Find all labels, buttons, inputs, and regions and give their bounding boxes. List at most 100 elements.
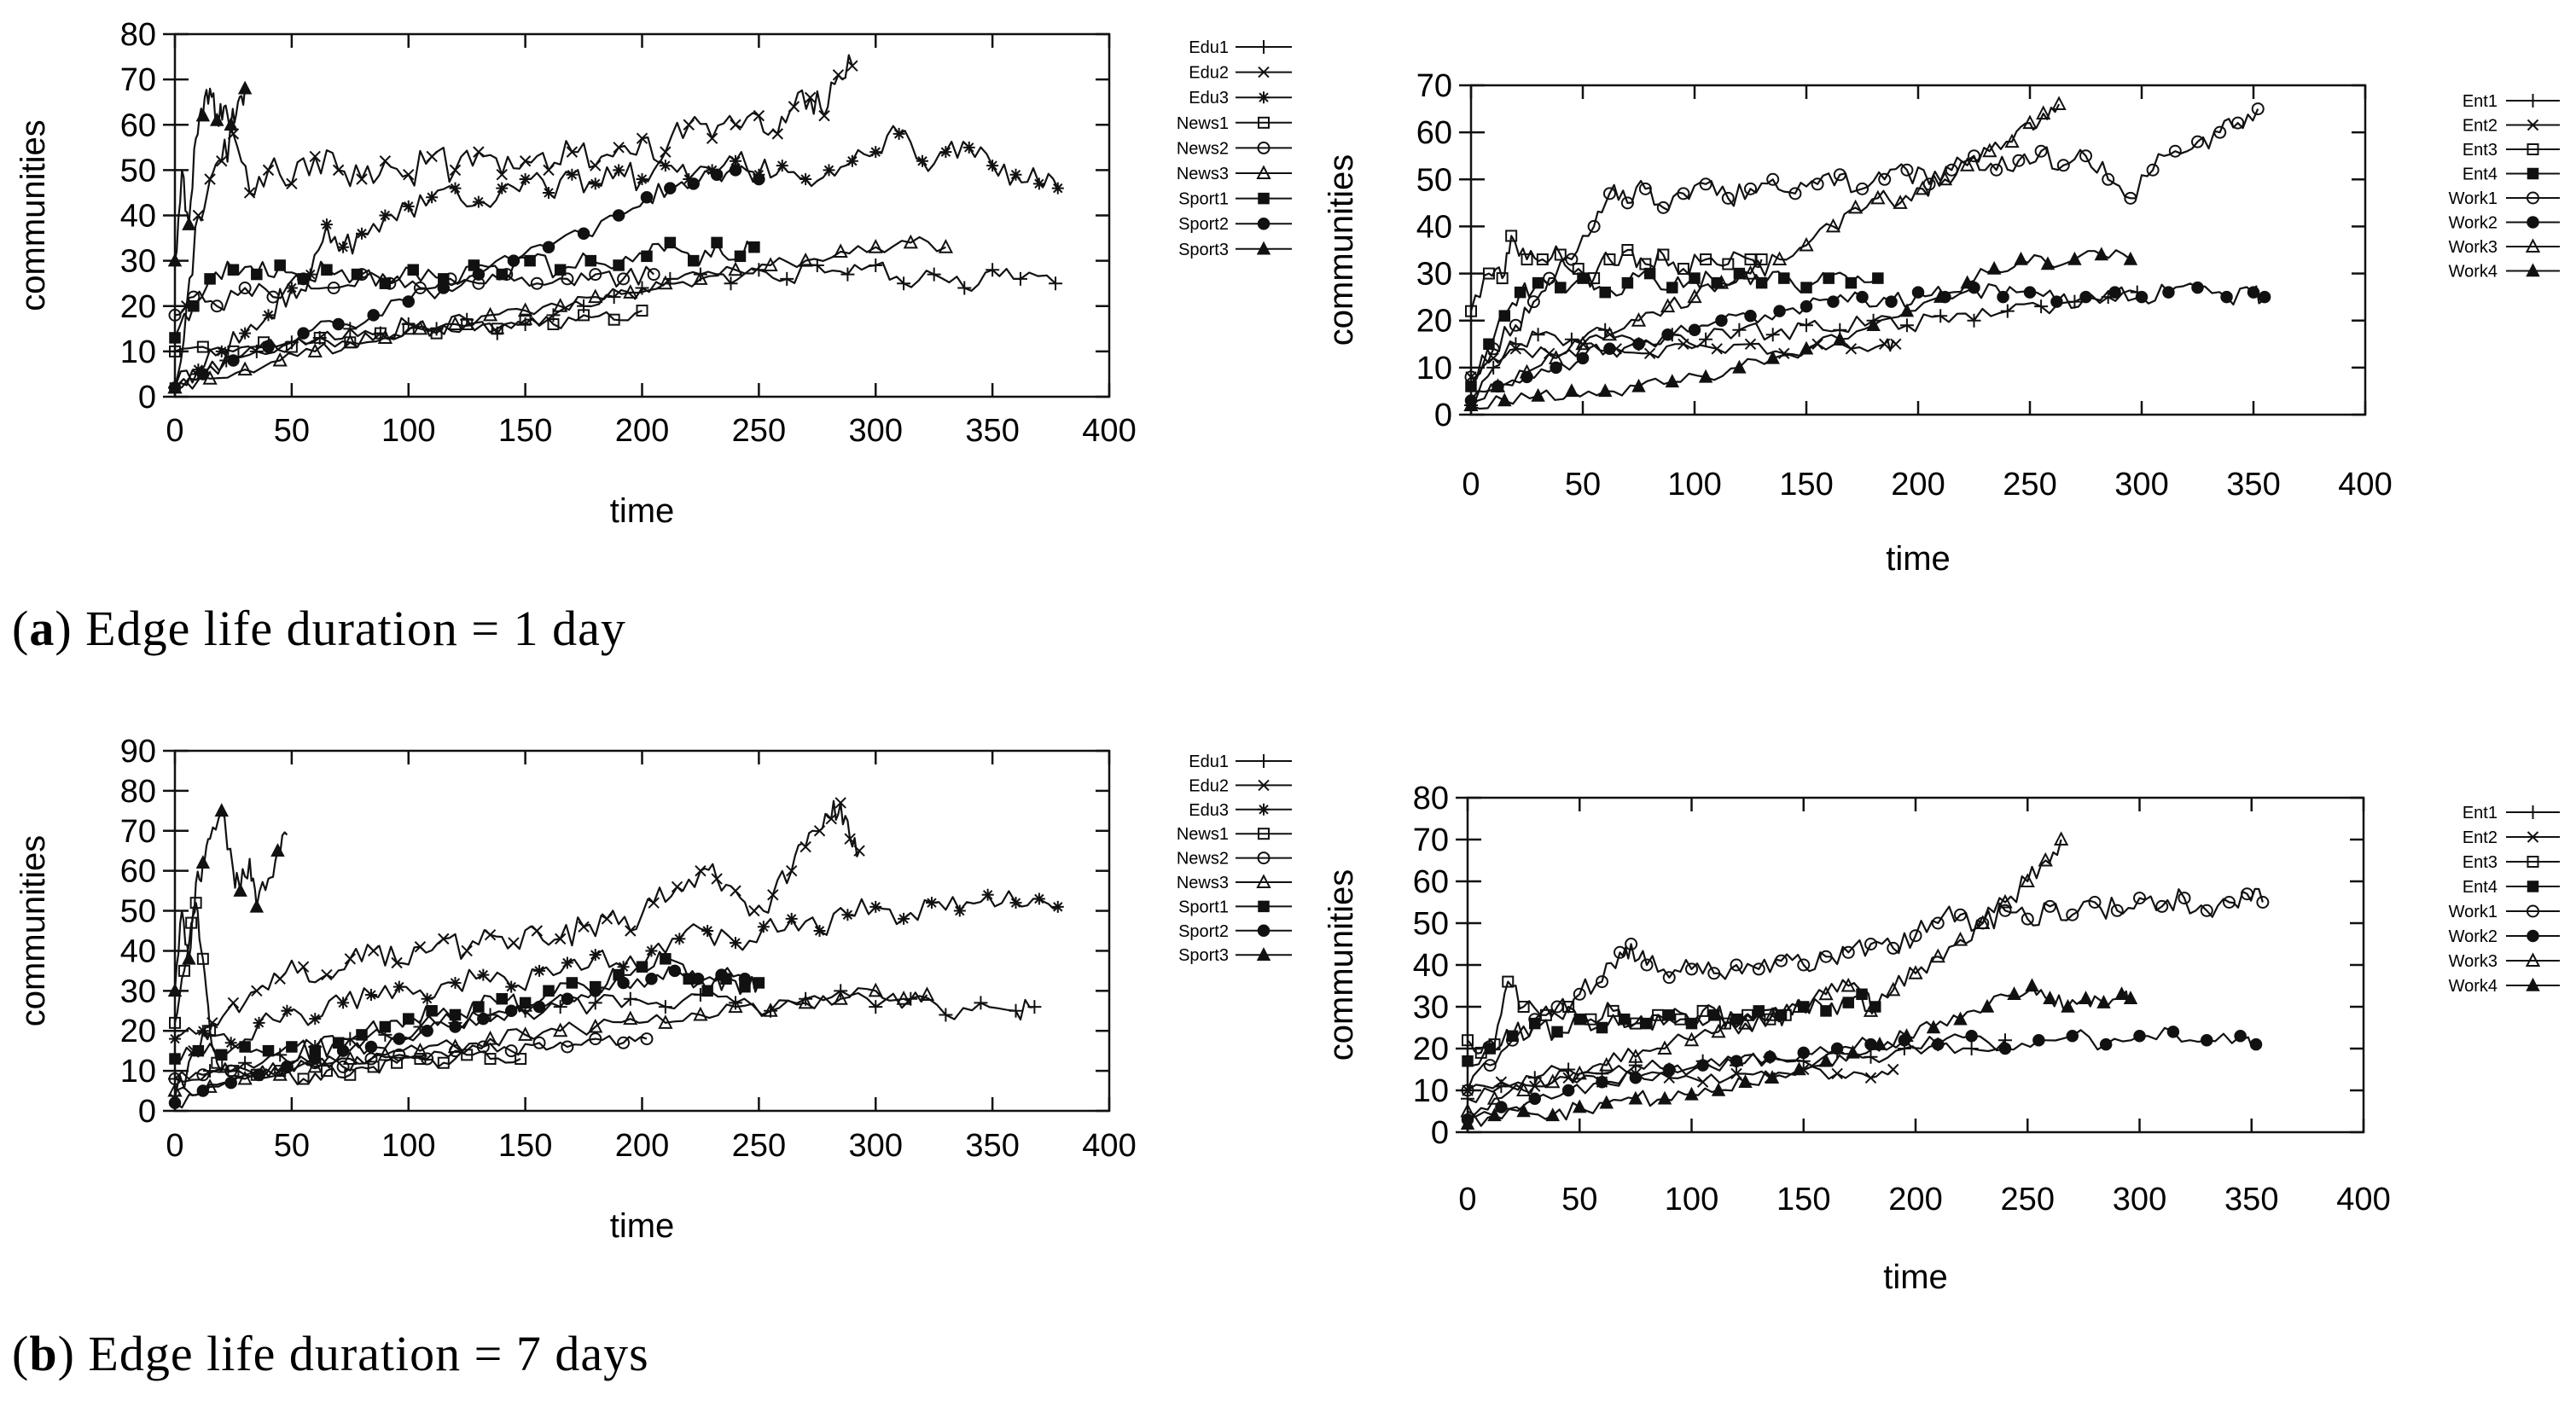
axis-ticks: 0 50 100 150 200 250 300 350 400 0 10 20 30 40 50 60 70 8… <box>120 17 1137 449</box>
legend-item-Ent3: Ent3 <box>2463 853 2560 872</box>
Edu3-marker <box>364 989 377 1002</box>
Ent4-marker <box>1532 276 1544 289</box>
Sport1-marker <box>216 1049 228 1061</box>
Work2-marker <box>2023 286 2037 299</box>
legend-item-Work3: Work3 <box>2449 952 2560 971</box>
Edu2-marker <box>771 128 783 140</box>
News3-marker <box>482 306 498 322</box>
Sport3-legend-marker <box>1256 947 1271 961</box>
News3-marker <box>896 991 911 1005</box>
legend-item-News2: News2 <box>1177 139 1292 158</box>
Edu3-marker <box>800 173 812 185</box>
Edu3-marker <box>169 1032 181 1045</box>
Ent3-marker <box>1536 253 1549 266</box>
Edu2-marker <box>391 956 403 969</box>
Edu3-marker <box>981 888 994 901</box>
News3-marker <box>553 1022 568 1037</box>
Ent3-marker <box>1465 305 1477 317</box>
series-Edu3 <box>169 125 1064 394</box>
Work2-marker <box>1696 1059 1709 1072</box>
Work4-marker <box>1872 1036 1887 1050</box>
Work2-marker <box>2032 1033 2045 1047</box>
Work1-marker <box>2251 102 2265 116</box>
Ent2-marker <box>1643 347 1656 360</box>
Work2-marker <box>1856 290 1869 304</box>
legend-item-Work2: Work2 <box>2449 927 2560 946</box>
Sport2-marker <box>332 317 345 331</box>
Edu2-marker <box>274 973 286 985</box>
Ent1-marker <box>1628 1058 1643 1072</box>
caption-b-text: ) Edge life duration = 7 days <box>57 1326 649 1381</box>
y-tick-label: 60 <box>120 854 156 890</box>
Work2-marker <box>1885 295 1898 308</box>
Work4-marker <box>1866 317 1881 331</box>
x-tick-label: 0 <box>166 1128 183 1164</box>
legend-label: Edu3 <box>1189 89 1229 108</box>
x-tick-label: 0 <box>1462 467 1480 503</box>
Ent2-marker <box>1495 1076 1508 1088</box>
Sport1-marker <box>701 985 713 997</box>
Ent3-marker <box>1517 1001 1530 1013</box>
Work2-marker <box>2220 290 2233 304</box>
legend-label: Edu2 <box>1189 776 1229 795</box>
legend-item-Ent1: Ent1 <box>2463 92 2560 111</box>
News2-marker <box>393 1048 406 1061</box>
Sport2-marker <box>729 164 742 177</box>
News3-marker <box>167 1082 183 1097</box>
Sport1-marker <box>407 264 419 276</box>
Ent1-marker <box>1732 323 1747 337</box>
Sport1-marker <box>711 236 723 249</box>
News1-marker <box>169 345 181 357</box>
News2-marker <box>266 290 280 304</box>
Sport1-marker <box>351 268 363 281</box>
News3-marker <box>412 1042 428 1057</box>
chart-edge-life-7days-ent-work: 0 50 100 150 200 250 300 350 400 0 10 20 30 40 50 60 70 8… <box>1323 781 2560 1296</box>
Ent1-legend-marker <box>2526 805 2540 819</box>
Work2-marker <box>1528 1092 1541 1106</box>
legend-label: Ent3 <box>2463 141 2497 160</box>
News2-marker <box>196 1068 210 1082</box>
x-tick-label: 250 <box>2001 1182 2055 1218</box>
Sport2-marker <box>262 340 275 353</box>
Edu1-marker <box>724 276 738 291</box>
News2-marker <box>168 308 182 322</box>
News3-marker <box>307 1058 323 1073</box>
Work2-marker <box>2247 286 2260 299</box>
Work2-marker <box>2079 290 2092 304</box>
Work2-marker <box>1629 1072 1643 1084</box>
Work3-marker <box>1870 189 1886 205</box>
Ent4-marker <box>1577 272 1589 284</box>
axis-ticks: 0 50 100 150 200 250 300 350 400 0 10 20 30 40 50 60 70 <box>1416 68 2393 503</box>
y-tick-label: 30 <box>1416 257 1452 293</box>
legend-label: Ent4 <box>2463 878 2497 897</box>
Work3-marker <box>1486 1090 1503 1105</box>
Sport2-marker <box>477 1012 490 1026</box>
Sport1-marker <box>403 1013 415 1025</box>
Work3-marker <box>1599 1056 1614 1072</box>
Work1-marker <box>1461 1084 1474 1097</box>
series-Work3 <box>1463 96 2067 411</box>
y-tick-label: 70 <box>1416 68 1452 104</box>
Edu3-marker <box>379 209 392 222</box>
Ent3-marker <box>1621 244 1634 256</box>
Sport2-marker <box>645 973 658 985</box>
legend-label: Ent4 <box>2463 166 2497 184</box>
y-tick-label: 20 <box>120 1014 156 1049</box>
Ent4-marker <box>1666 282 1678 293</box>
Edu2-marker <box>332 164 345 177</box>
Work3-marker <box>1515 1082 1532 1096</box>
Edu2-marker <box>804 91 817 104</box>
Edu3-marker <box>785 912 798 925</box>
Edu2-marker <box>601 913 613 925</box>
Work3-marker <box>1575 335 1590 351</box>
Work2-marker <box>1632 338 1645 351</box>
Work3-marker <box>1548 350 1564 364</box>
Sport2-marker <box>437 282 451 294</box>
legend-item-Work2: Work2 <box>2449 214 2560 233</box>
Edu3-marker <box>239 327 252 340</box>
News3-marker <box>623 1010 638 1026</box>
Work1-marker <box>1565 253 1579 266</box>
Work4-marker <box>2007 986 2021 1001</box>
series-Edu2 <box>169 797 865 1105</box>
Edu3-marker <box>566 168 579 181</box>
